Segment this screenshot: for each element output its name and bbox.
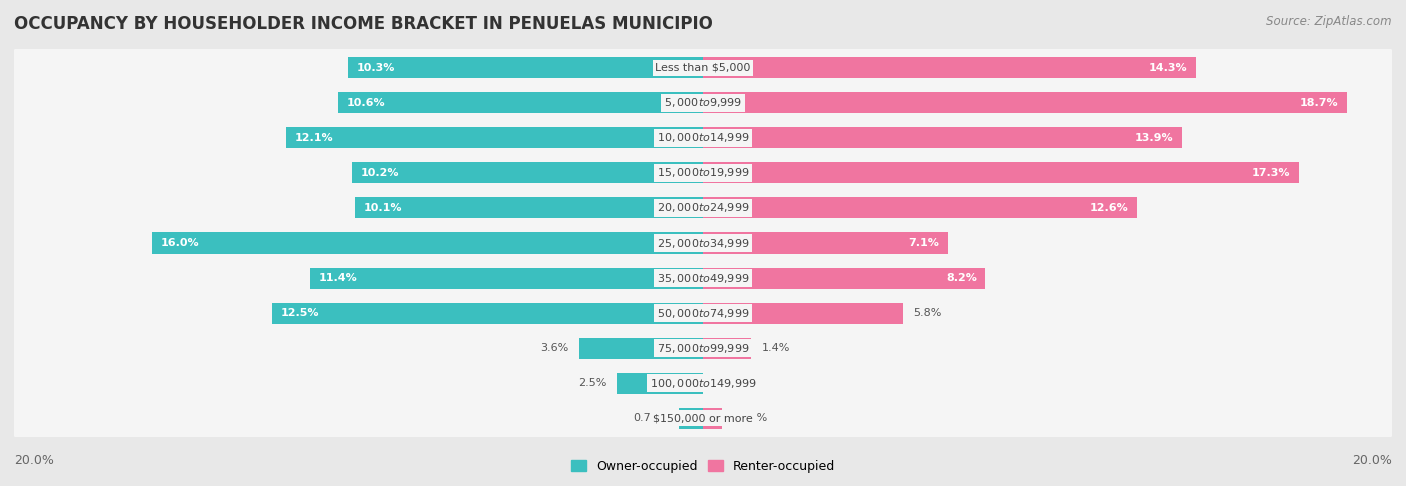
FancyBboxPatch shape — [8, 186, 1398, 230]
Text: $5,000 to $9,999: $5,000 to $9,999 — [664, 96, 742, 109]
FancyBboxPatch shape — [8, 362, 1398, 405]
Text: 13.9%: 13.9% — [1135, 133, 1173, 143]
Bar — [356, 197, 703, 219]
FancyBboxPatch shape — [11, 259, 1395, 297]
Bar — [337, 92, 703, 113]
Bar — [352, 162, 703, 183]
Text: 14.3%: 14.3% — [1149, 63, 1187, 73]
FancyBboxPatch shape — [8, 221, 1398, 265]
FancyBboxPatch shape — [11, 49, 1395, 87]
FancyBboxPatch shape — [11, 119, 1395, 157]
Text: 3.6%: 3.6% — [540, 343, 568, 353]
Text: $50,000 to $74,999: $50,000 to $74,999 — [657, 307, 749, 320]
Text: Less than $5,000: Less than $5,000 — [655, 63, 751, 73]
FancyBboxPatch shape — [8, 291, 1398, 335]
FancyBboxPatch shape — [11, 399, 1395, 437]
Bar — [703, 267, 986, 289]
Bar — [703, 338, 751, 359]
Text: 0.55%: 0.55% — [733, 413, 768, 423]
FancyBboxPatch shape — [8, 116, 1398, 159]
FancyBboxPatch shape — [11, 329, 1395, 367]
Bar — [703, 408, 721, 429]
Text: 7.1%: 7.1% — [908, 238, 939, 248]
Text: 2.5%: 2.5% — [578, 378, 606, 388]
FancyBboxPatch shape — [8, 46, 1398, 89]
Text: 11.4%: 11.4% — [319, 273, 357, 283]
Text: 16.0%: 16.0% — [160, 238, 200, 248]
FancyBboxPatch shape — [11, 84, 1395, 122]
Text: $35,000 to $49,999: $35,000 to $49,999 — [657, 272, 749, 284]
Text: 5.8%: 5.8% — [912, 308, 942, 318]
Text: 10.2%: 10.2% — [360, 168, 399, 178]
Bar — [703, 127, 1182, 148]
Text: $10,000 to $14,999: $10,000 to $14,999 — [657, 131, 749, 144]
Text: Source: ZipAtlas.com: Source: ZipAtlas.com — [1267, 15, 1392, 28]
Text: $75,000 to $99,999: $75,000 to $99,999 — [657, 342, 749, 355]
Text: 8.2%: 8.2% — [946, 273, 977, 283]
Text: $25,000 to $34,999: $25,000 to $34,999 — [657, 237, 749, 249]
Bar — [287, 127, 703, 148]
Text: $100,000 to $149,999: $100,000 to $149,999 — [650, 377, 756, 390]
FancyBboxPatch shape — [8, 256, 1398, 300]
FancyBboxPatch shape — [8, 151, 1398, 195]
FancyBboxPatch shape — [11, 189, 1395, 227]
Text: $150,000 or more: $150,000 or more — [654, 413, 752, 423]
FancyBboxPatch shape — [8, 327, 1398, 370]
Text: 12.5%: 12.5% — [281, 308, 319, 318]
Text: $15,000 to $19,999: $15,000 to $19,999 — [657, 166, 749, 179]
Text: 0.71%: 0.71% — [633, 413, 668, 423]
FancyBboxPatch shape — [11, 364, 1395, 402]
Text: 20.0%: 20.0% — [14, 453, 53, 467]
Bar — [703, 232, 948, 254]
Legend: Owner-occupied, Renter-occupied: Owner-occupied, Renter-occupied — [567, 455, 839, 478]
Bar — [703, 162, 1299, 183]
Text: 10.3%: 10.3% — [357, 63, 395, 73]
FancyBboxPatch shape — [8, 397, 1398, 440]
FancyBboxPatch shape — [11, 154, 1395, 192]
Bar — [152, 232, 703, 254]
Text: 18.7%: 18.7% — [1301, 98, 1339, 108]
Bar — [679, 408, 703, 429]
Text: 12.6%: 12.6% — [1090, 203, 1129, 213]
Bar — [703, 92, 1347, 113]
Text: 1.4%: 1.4% — [762, 343, 790, 353]
Bar — [703, 57, 1195, 78]
Text: 0.0%: 0.0% — [713, 378, 741, 388]
Bar — [349, 57, 703, 78]
Text: 20.0%: 20.0% — [1353, 453, 1392, 467]
FancyBboxPatch shape — [8, 81, 1398, 124]
Text: 10.1%: 10.1% — [364, 203, 402, 213]
Text: OCCUPANCY BY HOUSEHOLDER INCOME BRACKET IN PENUELAS MUNICIPIO: OCCUPANCY BY HOUSEHOLDER INCOME BRACKET … — [14, 15, 713, 33]
Text: 10.6%: 10.6% — [346, 98, 385, 108]
FancyBboxPatch shape — [11, 294, 1395, 332]
Text: $20,000 to $24,999: $20,000 to $24,999 — [657, 202, 749, 214]
Bar — [311, 267, 703, 289]
Bar — [703, 303, 903, 324]
FancyBboxPatch shape — [11, 224, 1395, 262]
Text: 12.1%: 12.1% — [295, 133, 333, 143]
Text: 17.3%: 17.3% — [1251, 168, 1291, 178]
Bar — [617, 373, 703, 394]
Bar — [579, 338, 703, 359]
Bar — [273, 303, 703, 324]
Bar — [703, 197, 1137, 219]
